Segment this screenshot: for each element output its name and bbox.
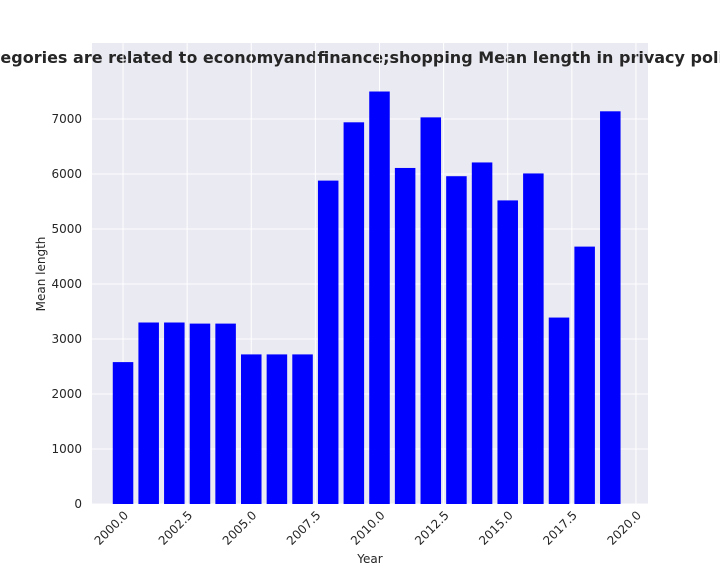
x-tick-label: 2015.0 bbox=[476, 508, 516, 548]
bar bbox=[497, 200, 518, 504]
x-tick-label: 2020.0 bbox=[604, 508, 644, 548]
bar bbox=[369, 91, 390, 505]
x-tick-label: 2007.5 bbox=[284, 508, 324, 548]
bar bbox=[343, 122, 365, 504]
bar bbox=[523, 173, 544, 505]
x-axis-label: Year bbox=[356, 552, 382, 566]
bar bbox=[189, 323, 211, 504]
bar bbox=[446, 176, 467, 505]
chart-title: hen categories are related to economyand… bbox=[0, 48, 720, 67]
x-tick-label: 2012.5 bbox=[412, 508, 452, 548]
y-axis-label: Mean length bbox=[34, 237, 48, 312]
bar bbox=[138, 322, 159, 504]
y-tick-label: 0 bbox=[74, 497, 82, 511]
bar bbox=[215, 323, 236, 504]
y-tick-label: 6000 bbox=[51, 167, 82, 181]
y-tick-label: 7000 bbox=[51, 112, 82, 126]
bar bbox=[292, 354, 313, 504]
bar bbox=[317, 180, 339, 505]
x-tick-label: 2002.5 bbox=[156, 508, 196, 548]
bar bbox=[241, 354, 262, 504]
y-tick-label: 1000 bbox=[51, 442, 82, 456]
bar bbox=[420, 117, 442, 504]
bar bbox=[394, 167, 416, 505]
x-tick-label: 2017.5 bbox=[540, 508, 580, 548]
y-tick-label: 5000 bbox=[51, 222, 82, 236]
bar bbox=[471, 162, 493, 505]
bar bbox=[574, 246, 595, 504]
bar bbox=[164, 322, 185, 504]
bar bbox=[266, 354, 288, 504]
bar bbox=[600, 111, 621, 504]
bar bbox=[548, 317, 570, 504]
x-tick-label: 2005.0 bbox=[220, 508, 260, 548]
y-tick-label: 4000 bbox=[51, 277, 82, 291]
y-tick-label: 3000 bbox=[51, 332, 82, 346]
bar bbox=[112, 362, 134, 504]
x-tick-label: 2000.0 bbox=[92, 508, 132, 548]
x-tick-label: 2010.0 bbox=[348, 508, 388, 548]
y-tick-label: 2000 bbox=[51, 387, 82, 401]
